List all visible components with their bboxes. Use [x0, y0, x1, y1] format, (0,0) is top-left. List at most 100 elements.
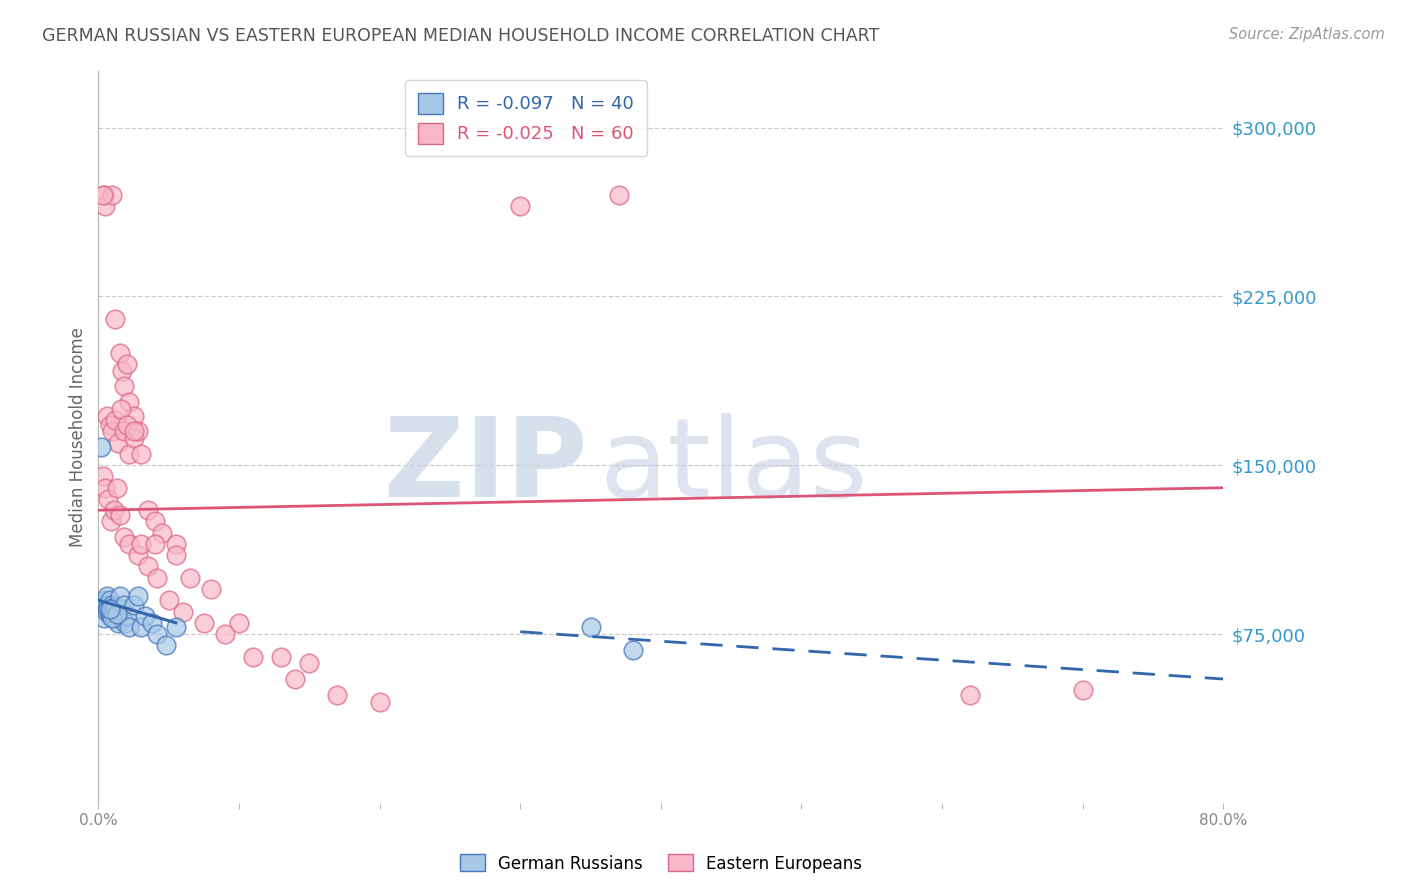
Text: Source: ZipAtlas.com: Source: ZipAtlas.com: [1229, 27, 1385, 42]
Point: [179, 571, 201, 585]
Point: [110, 602, 132, 616]
Point: [108, 508, 131, 522]
Point: [101, 425, 124, 439]
Point: [509, 199, 531, 213]
Point: [110, 401, 132, 416]
Point: [96, 589, 118, 603]
Point: [94, 593, 117, 607]
Point: [101, 188, 124, 202]
Point: [101, 611, 124, 625]
Legend: R = -0.097   N = 40, R = -0.025   N = 60: R = -0.097 N = 40, R = -0.025 N = 60: [405, 80, 647, 156]
Point: [115, 357, 138, 371]
Point: [127, 548, 149, 562]
Point: [98, 593, 121, 607]
Point: [579, 620, 602, 634]
Y-axis label: Median Household Income: Median Household Income: [69, 327, 87, 547]
Point: [127, 589, 149, 603]
Point: [108, 589, 131, 603]
Point: [112, 379, 135, 393]
Point: [105, 607, 128, 621]
Point: [114, 615, 136, 630]
Point: [104, 611, 127, 625]
Point: [165, 537, 187, 551]
Point: [127, 425, 149, 439]
Point: [93, 188, 115, 202]
Point: [111, 364, 134, 378]
Point: [270, 649, 292, 664]
Point: [115, 609, 138, 624]
Point: [172, 605, 194, 619]
Point: [129, 620, 152, 634]
Point: [107, 615, 129, 630]
Point: [143, 537, 166, 551]
Point: [103, 609, 125, 624]
Point: [104, 312, 127, 326]
Point: [103, 503, 125, 517]
Text: atlas: atlas: [599, 413, 868, 520]
Point: [155, 638, 177, 652]
Legend: German Russians, Eastern Europeans: German Russians, Eastern Europeans: [453, 847, 869, 880]
Point: [165, 548, 187, 562]
Point: [94, 199, 117, 213]
Point: [326, 688, 349, 702]
Point: [122, 598, 145, 612]
Point: [96, 409, 118, 423]
Point: [100, 515, 122, 529]
Point: [284, 672, 307, 686]
Point: [104, 413, 127, 427]
Point: [134, 609, 156, 624]
Point: [228, 615, 250, 630]
Point: [91, 188, 114, 202]
Point: [105, 607, 128, 621]
Point: [193, 615, 215, 630]
Point: [118, 395, 141, 409]
Point: [112, 530, 135, 544]
Point: [157, 593, 180, 607]
Point: [100, 602, 122, 616]
Point: [91, 469, 114, 483]
Point: [150, 525, 173, 540]
Point: [214, 627, 236, 641]
Point: [118, 447, 141, 461]
Point: [200, 582, 222, 596]
Point: [98, 607, 121, 621]
Point: [165, 620, 187, 634]
Point: [122, 425, 145, 439]
Point: [141, 615, 163, 630]
Point: [108, 345, 131, 359]
Point: [90, 440, 112, 454]
Point: [136, 503, 159, 517]
Point: [118, 620, 141, 634]
Point: [112, 425, 135, 439]
Point: [242, 649, 264, 664]
Point: [112, 598, 135, 612]
Point: [101, 598, 124, 612]
Point: [118, 537, 141, 551]
Point: [96, 605, 118, 619]
Point: [98, 602, 121, 616]
Point: [368, 694, 391, 708]
Point: [111, 611, 134, 625]
Point: [93, 611, 115, 625]
Point: [105, 481, 128, 495]
Point: [298, 657, 321, 671]
Point: [1071, 683, 1094, 698]
Point: [129, 537, 152, 551]
Text: GERMAN RUSSIAN VS EASTERN EUROPEAN MEDIAN HOUSEHOLD INCOME CORRELATION CHART: GERMAN RUSSIAN VS EASTERN EUROPEAN MEDIA…: [42, 27, 879, 45]
Point: [621, 642, 644, 657]
Point: [94, 481, 117, 495]
Point: [607, 188, 630, 202]
Point: [122, 431, 145, 445]
Text: ZIP: ZIP: [384, 413, 588, 520]
Point: [122, 409, 145, 423]
Point: [97, 598, 120, 612]
Point: [103, 599, 125, 614]
Point: [97, 491, 120, 506]
Point: [146, 571, 169, 585]
Point: [959, 688, 981, 702]
Point: [146, 627, 169, 641]
Point: [97, 602, 120, 616]
Point: [100, 609, 122, 624]
Point: [91, 598, 114, 612]
Point: [143, 515, 166, 529]
